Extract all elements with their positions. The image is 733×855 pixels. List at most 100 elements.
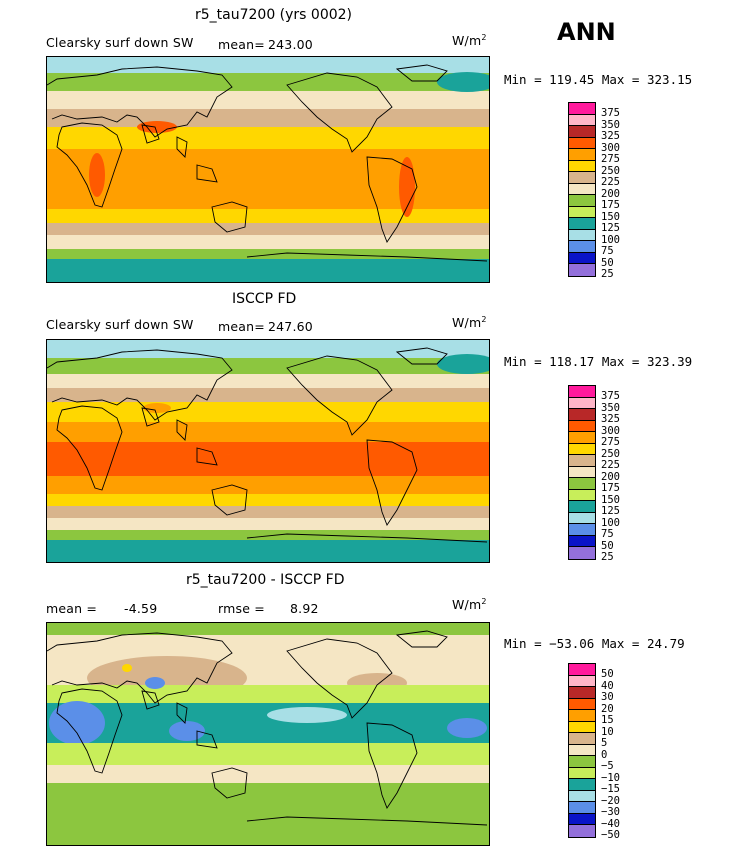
panel3-colorbar-box [569,687,595,699]
panel1-colorbar-box [569,218,595,230]
colorbar-tick-label: 100 [601,233,620,246]
colorbar-tick-label: 375 [601,390,620,402]
panel2-colorbar-box [569,455,595,467]
panel3-colorbar [568,663,596,838]
colorbar-tick-label: 0 [601,748,608,761]
colorbar-tick-label: 300 [601,424,620,437]
panel1-variable-label: Clearsky surf down SW [46,35,194,50]
panel2-colorbar-box [569,512,595,524]
colorbar-tick-label: 300 [601,141,620,154]
panel1-colorbar-labels: 375 350 325 300 275 250 225 200 175 150 … [601,107,620,281]
panel1-colorbar-box [569,103,595,115]
colorbar-tick-label: 200 [601,470,620,483]
panel3-title: r5_tau7200 - ISCCP FD [186,572,345,588]
colorbar-tick-label: 25 [601,268,614,280]
panel2-colorbar-box [569,547,595,559]
panel3-colorbar-box [569,813,595,825]
panel2-minmax: Min = 118.17 Max = 323.39 [504,354,693,369]
colorbar-tick-label: −30 [601,806,620,818]
colorbar-tick-label: 75 [601,528,614,540]
colorbar-tick-label: 175 [601,199,620,211]
panel1-colorbar-box [569,114,595,126]
panel1-map [46,56,490,283]
panel3-colorbar-box [569,779,595,791]
colorbar-tick-label: 325 [601,413,620,425]
colorbar-tick-label: 225 [601,176,620,188]
panel3-colorbar-box [569,756,595,768]
panel2-field [47,340,489,562]
panel1-colorbar-box [569,206,595,218]
panel2-colorbar [568,385,596,560]
panel3-map [46,622,490,846]
panel1-colorbar-box [569,252,595,264]
panel3-rmse-value: 8.92 [290,601,319,616]
colorbar-tick-label: −5 [601,760,614,772]
panel3-mean-label: mean = [46,601,98,616]
panel3-rmse-label: rmse = [218,601,265,616]
panel2-colorbar-box [569,478,595,490]
colorbar-tick-label: 175 [601,482,620,494]
panel1-colorbar-box [569,195,595,207]
colorbar-tick-label: 200 [601,187,620,200]
panel1-colorbar [568,102,596,277]
panel2-colorbar-box [569,409,595,421]
colorbar-tick-label: 275 [601,153,620,165]
panel2-colorbar-box [569,489,595,501]
colorbar-tick-label: 250 [601,447,620,460]
colorbar-tick-label: 350 [601,118,620,131]
panel3-colorbar-box [569,767,595,779]
panel3-colorbar-box [569,825,595,837]
panel1-minmax: Min = 119.45 Max = 323.15 [504,72,693,87]
panel1-colorbar-box [569,126,595,138]
panel3-colorbar-labels: 50 40 30 20 15 10 5 0 −5 −10 −15 −20 −30… [601,668,620,842]
colorbar-tick-label: −20 [601,794,620,807]
colorbar-tick-label: 15 [601,714,614,726]
colorbar-tick-label: −50 [601,829,620,841]
panel1-colorbar-box [569,137,595,149]
colorbar-tick-label: −10 [601,771,620,784]
colorbar-tick-label: 100 [601,516,620,529]
panel1-colorbar-box [569,264,595,276]
colorbar-tick-label: 50 [601,256,614,269]
panel3-colorbar-box [569,733,595,745]
colorbar-tick-label: 125 [601,505,620,517]
colorbar-tick-label: 50 [601,539,614,552]
panel2-colorbar-box [569,501,595,513]
panel1-field [47,57,489,282]
colorbar-tick-label: 20 [601,702,614,715]
colorbar-tick-label: 275 [601,436,620,448]
panel2-colorbar-box [569,420,595,432]
panel1-colorbar-box [569,160,595,172]
panel2-title: ISCCP FD [232,291,297,307]
colorbar-tick-label: 10 [601,725,614,738]
panel3-colorbar-box [569,698,595,710]
panel2-colorbar-box [569,432,595,444]
panel3-colorbar-box [569,710,595,722]
panel3-units: W/m2 [452,597,487,613]
panel1-colorbar-box [569,183,595,195]
panel1-units: W/m2 [452,33,487,49]
colorbar-tick-label: −40 [601,817,620,830]
colorbar-tick-label: 50 [601,668,614,680]
season-label: ANN [557,18,616,46]
colorbar-tick-label: 5 [601,737,608,749]
panel3-colorbar-box [569,744,595,756]
panel2-colorbar-box [569,443,595,455]
panel2-colorbar-box [569,466,595,478]
colorbar-tick-label: 75 [601,245,614,257]
colorbar-tick-label: 40 [601,679,614,692]
panel1-colorbar-box [569,149,595,161]
panel1-colorbar-box [569,229,595,241]
colorbar-tick-label: 250 [601,164,620,177]
panel2-map [46,339,490,563]
panel3-minmax: Min = −53.06 Max = 24.79 [504,636,685,651]
panel3-mean-value: -4.59 [124,601,158,616]
panel3-field [47,623,489,845]
colorbar-tick-label: 350 [601,401,620,414]
panel2-variable-label: Clearsky surf down SW [46,317,194,332]
colorbar-tick-label: 25 [601,551,614,563]
panel2-units: W/m2 [452,315,487,331]
panel2-colorbar-box [569,535,595,547]
panel2-colorbar-box [569,524,595,536]
colorbar-tick-label: 225 [601,459,620,471]
